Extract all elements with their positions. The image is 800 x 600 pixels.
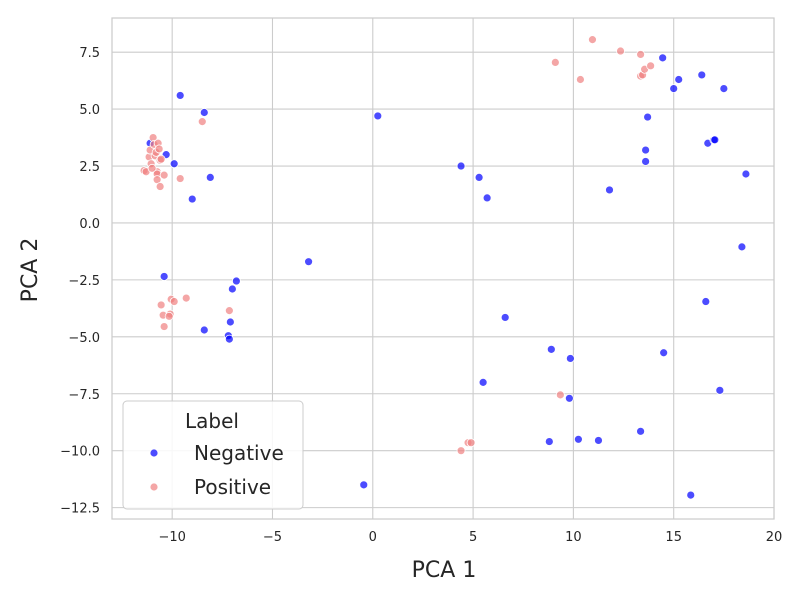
- data-point-positive: [224, 306, 234, 316]
- y-axis-title: PCA 2: [18, 238, 43, 303]
- data-point-negative: [474, 173, 484, 182]
- data-point-negative: [674, 75, 684, 84]
- data-point-negative: [659, 348, 669, 358]
- grid-lines: [112, 18, 775, 519]
- legend-title: Label: [185, 409, 239, 433]
- data-point-negative: [159, 272, 169, 281]
- x-tick-label: 10: [565, 530, 582, 545]
- y-tick-label: −10.0: [60, 445, 100, 460]
- data-point-negative: [737, 242, 747, 252]
- y-axis-ticks: −12.5 −10.0 −7.5 −5.0 −2.5 0.0 2.5 5.0 7.5: [60, 46, 100, 516]
- data-point-positive: [588, 35, 597, 45]
- x-tick-label: 15: [665, 530, 682, 545]
- legend-label-positive: Positive: [194, 475, 271, 499]
- data-point-negative: [605, 185, 614, 195]
- data-point-negative: [500, 313, 510, 322]
- data-point-negative: [205, 173, 215, 182]
- y-tick-label: 5.0: [79, 103, 100, 118]
- y-tick-label: −7.5: [68, 388, 100, 403]
- y-tick-label: 2.5: [79, 160, 100, 175]
- data-point-negative: [643, 112, 653, 122]
- data-point-positive: [616, 46, 625, 56]
- data-point-negative: [546, 344, 556, 354]
- data-point-positive: [576, 75, 585, 84]
- data-point-negative: [719, 84, 729, 93]
- data-point-positive: [197, 117, 207, 127]
- data-point-negative: [187, 194, 197, 204]
- data-point-positive: [164, 311, 174, 321]
- data-point-negative: [686, 490, 696, 500]
- x-tick-label: −5: [263, 530, 282, 545]
- data-point-negative: [741, 169, 751, 179]
- data-point-positive: [636, 50, 645, 59]
- data-point-positive: [156, 154, 166, 164]
- data-point-negative: [594, 436, 603, 445]
- data-point-negative: [456, 161, 466, 171]
- data-point-negative: [227, 284, 237, 294]
- data-point-negative: [175, 91, 185, 100]
- data-point-negative: [199, 108, 209, 117]
- legend-label-negative: Negative: [194, 441, 284, 465]
- legend-marker-positive: [149, 482, 159, 492]
- data-point-positive: [147, 163, 157, 173]
- x-tick-label: 5: [469, 530, 477, 545]
- data-point-negative: [169, 159, 179, 169]
- legend: Label Negative Positive: [122, 400, 304, 510]
- data-point-negative: [574, 434, 583, 444]
- data-point-negative: [224, 334, 234, 344]
- y-tick-label: 7.5: [79, 46, 100, 61]
- data-point-negative: [199, 325, 209, 335]
- data-point-positive: [466, 438, 476, 448]
- y-tick-label: −5.0: [68, 331, 100, 346]
- series-negative: [145, 53, 751, 500]
- data-point-positive: [646, 61, 656, 71]
- data-point-negative: [701, 297, 711, 306]
- data-point-negative: [636, 426, 645, 436]
- data-point-positive: [456, 446, 466, 456]
- x-tick-label: 20: [766, 530, 783, 545]
- x-tick-label: 0: [369, 530, 377, 545]
- data-point-positive: [555, 390, 565, 400]
- series-positive: [139, 35, 656, 456]
- data-point-negative: [482, 193, 492, 203]
- data-point-positive: [155, 182, 165, 191]
- data-point-positive: [154, 144, 164, 154]
- data-point-negative: [373, 111, 383, 121]
- data-point-negative: [231, 276, 241, 286]
- legend-box: [122, 400, 304, 510]
- y-tick-label: −2.5: [68, 274, 100, 289]
- data-point-negative: [225, 317, 235, 327]
- data-point-negative: [304, 257, 313, 267]
- x-axis-ticks: −10 −5 0 5 10 15 20: [158, 530, 782, 545]
- data-point-negative: [565, 354, 575, 363]
- data-point-positive: [169, 297, 179, 306]
- data-point-negative: [641, 157, 651, 166]
- plot-frame: [111, 17, 775, 520]
- data-point-negative: [697, 70, 707, 80]
- data-point-negative: [641, 145, 651, 155]
- y-tick-label: −12.5: [60, 502, 100, 517]
- data-point-positive: [550, 58, 560, 67]
- data-point-negative: [658, 53, 668, 63]
- data-points: [139, 35, 751, 500]
- data-point-positive: [159, 322, 169, 331]
- y-tick-label: 0.0: [79, 217, 100, 232]
- data-point-positive: [156, 300, 166, 310]
- data-point-negative: [564, 393, 574, 403]
- data-point-negative: [710, 135, 720, 145]
- data-point-negative: [715, 385, 725, 395]
- data-point-positive: [159, 170, 169, 180]
- data-point-negative: [478, 377, 488, 387]
- data-point-negative: [359, 480, 369, 490]
- data-point-positive: [181, 293, 191, 303]
- data-point-negative: [544, 437, 554, 446]
- x-tick-label: −10: [158, 530, 185, 545]
- data-point-positive: [175, 174, 185, 183]
- data-point-negative: [669, 84, 679, 93]
- x-axis-title: PCA 1: [412, 558, 477, 583]
- legend-marker-negative: [149, 448, 159, 458]
